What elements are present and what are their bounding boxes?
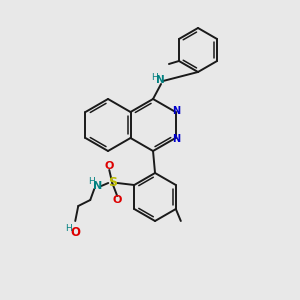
Text: N: N	[172, 134, 181, 144]
Text: O: O	[105, 161, 114, 171]
Text: N: N	[93, 181, 102, 191]
Text: S: S	[108, 176, 117, 190]
Text: H: H	[88, 176, 94, 185]
Text: O: O	[112, 195, 122, 205]
Text: N: N	[156, 75, 164, 85]
Text: O: O	[70, 226, 80, 239]
Text: H: H	[65, 224, 72, 233]
Text: N: N	[172, 106, 181, 116]
Text: H: H	[151, 73, 158, 82]
